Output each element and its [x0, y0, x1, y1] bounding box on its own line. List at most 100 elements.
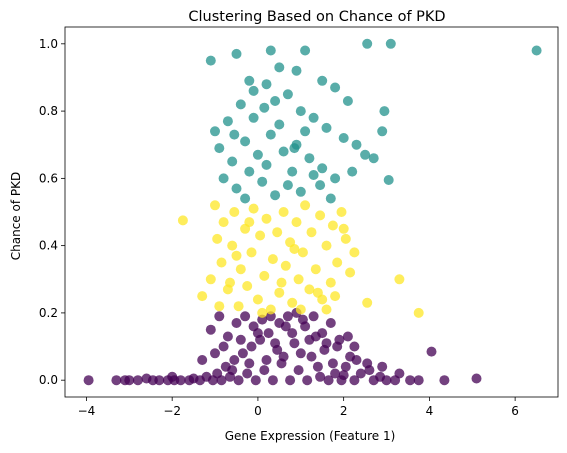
data-point	[244, 75, 255, 86]
data-point	[338, 133, 349, 143]
data-point	[312, 287, 323, 298]
data-point	[317, 163, 328, 174]
data-point	[272, 227, 283, 238]
data-point	[300, 200, 311, 211]
data-point	[413, 375, 424, 386]
y-tick-label: 0.8	[39, 104, 58, 118]
data-point	[205, 274, 216, 285]
data-point	[304, 153, 315, 164]
data-point	[227, 240, 238, 251]
data-point	[214, 311, 225, 322]
data-point	[327, 220, 338, 231]
data-point	[405, 375, 416, 386]
data-point	[235, 264, 246, 275]
data-point	[355, 368, 366, 379]
data-point	[330, 173, 341, 184]
data-point	[276, 277, 287, 288]
data-point	[210, 348, 220, 359]
data-point	[270, 190, 281, 201]
data-point	[317, 75, 328, 86]
data-point	[267, 254, 278, 265]
data-point	[338, 370, 349, 381]
data-point	[212, 233, 223, 244]
x-axis-title: Gene Expression (Feature 1)	[225, 429, 396, 443]
data-point	[255, 230, 266, 241]
data-point	[231, 183, 242, 194]
data-point	[242, 368, 253, 379]
data-point	[235, 334, 246, 345]
data-point	[132, 375, 143, 386]
data-point	[274, 62, 285, 73]
data-point	[306, 227, 317, 238]
data-point	[218, 217, 229, 228]
data-point	[304, 334, 315, 345]
data-point	[259, 270, 270, 281]
data-point	[235, 99, 246, 110]
data-point	[471, 373, 482, 384]
data-point	[531, 45, 542, 56]
data-point	[287, 166, 298, 177]
data-point	[227, 365, 238, 376]
data-point	[340, 361, 351, 372]
data-point	[317, 328, 328, 339]
data-point	[306, 351, 317, 362]
data-point	[291, 217, 302, 228]
data-point	[248, 112, 259, 123]
plot-frame	[64, 26, 559, 398]
y-tick-label: 0.0	[39, 373, 58, 387]
data-point	[244, 166, 255, 177]
data-point	[308, 311, 319, 322]
data-point	[216, 257, 227, 268]
data-point	[244, 358, 255, 369]
data-point	[330, 291, 341, 302]
data-point	[297, 247, 308, 258]
data-point	[231, 250, 242, 261]
data-point	[362, 38, 373, 49]
data-point	[231, 48, 242, 59]
data-point	[379, 106, 390, 117]
data-point	[394, 274, 405, 285]
data-point	[265, 304, 276, 315]
data-point	[321, 240, 332, 251]
data-point	[225, 277, 235, 288]
data-point	[250, 375, 261, 386]
data-point	[167, 371, 178, 382]
data-point	[300, 321, 311, 332]
data-point	[252, 328, 263, 339]
data-point	[242, 281, 253, 291]
data-point	[439, 375, 450, 386]
data-point	[330, 82, 341, 93]
data-point	[218, 173, 229, 184]
data-point	[342, 96, 353, 106]
data-point	[252, 294, 263, 305]
data-point	[233, 375, 244, 386]
data-point	[175, 375, 186, 386]
data-point	[270, 96, 281, 106]
data-point	[345, 267, 356, 278]
data-point	[210, 126, 220, 137]
x-tick-label: 0	[254, 404, 262, 418]
data-point	[205, 55, 216, 66]
data-point	[315, 180, 326, 191]
data-point	[231, 318, 242, 328]
data-point	[312, 361, 323, 372]
x-tick-label: −2	[163, 404, 181, 418]
data-point	[381, 375, 392, 386]
data-point	[334, 334, 345, 345]
data-point	[222, 331, 233, 342]
data-point	[304, 284, 315, 295]
data-point	[261, 213, 272, 224]
data-point	[426, 346, 437, 357]
data-point	[385, 38, 396, 49]
y-tick-label: 0.4	[39, 239, 58, 253]
data-point	[214, 143, 225, 154]
y-axis-title: Chance of PKD	[9, 172, 23, 260]
data-point	[349, 375, 360, 386]
data-point	[364, 365, 375, 376]
y-tick-label: 1.0	[39, 37, 58, 51]
data-point	[229, 355, 240, 365]
data-point	[240, 136, 251, 147]
data-point	[222, 116, 233, 127]
data-point	[240, 193, 251, 204]
data-point	[349, 247, 360, 258]
